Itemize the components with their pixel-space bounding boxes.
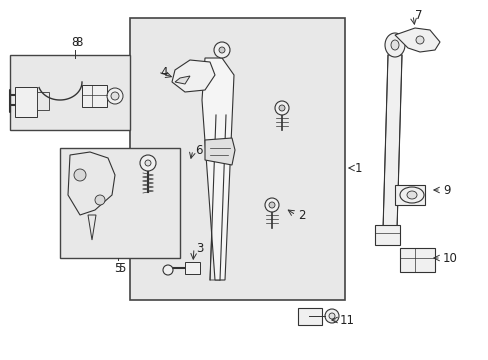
Polygon shape xyxy=(68,152,115,215)
Ellipse shape xyxy=(384,33,404,57)
Text: 6: 6 xyxy=(195,144,202,157)
Ellipse shape xyxy=(274,101,288,115)
Bar xyxy=(130,18,345,300)
Ellipse shape xyxy=(328,313,334,319)
Text: 5: 5 xyxy=(118,261,125,274)
Bar xyxy=(15,87,37,117)
Ellipse shape xyxy=(95,195,105,205)
Ellipse shape xyxy=(406,191,416,199)
Polygon shape xyxy=(394,28,439,52)
Text: 11: 11 xyxy=(339,314,354,327)
Ellipse shape xyxy=(111,92,119,100)
Ellipse shape xyxy=(140,155,156,171)
Polygon shape xyxy=(175,76,190,84)
Ellipse shape xyxy=(390,40,398,50)
Ellipse shape xyxy=(279,105,285,111)
Polygon shape xyxy=(172,60,215,92)
Text: 5: 5 xyxy=(114,261,122,274)
Text: 4: 4 xyxy=(160,66,167,78)
Polygon shape xyxy=(209,115,225,280)
Polygon shape xyxy=(204,138,235,165)
Bar xyxy=(297,308,321,325)
Bar xyxy=(10,55,130,130)
Text: 8: 8 xyxy=(75,36,82,49)
Ellipse shape xyxy=(74,169,86,181)
Polygon shape xyxy=(202,58,234,280)
Text: 9: 9 xyxy=(442,184,449,197)
Polygon shape xyxy=(382,55,401,230)
Ellipse shape xyxy=(219,47,224,53)
Bar xyxy=(184,262,200,274)
Text: 1: 1 xyxy=(354,162,362,175)
Ellipse shape xyxy=(214,42,229,58)
Ellipse shape xyxy=(163,265,173,275)
Ellipse shape xyxy=(399,187,423,203)
Ellipse shape xyxy=(268,202,274,208)
Ellipse shape xyxy=(264,198,279,212)
Polygon shape xyxy=(88,215,96,240)
Bar xyxy=(37,92,49,110)
Text: 8: 8 xyxy=(71,36,79,49)
Ellipse shape xyxy=(107,88,123,104)
Text: 7: 7 xyxy=(414,9,422,22)
Ellipse shape xyxy=(325,309,338,323)
Bar xyxy=(394,185,424,205)
Text: 10: 10 xyxy=(442,252,457,265)
Bar xyxy=(60,148,180,258)
Bar xyxy=(82,85,107,107)
Bar xyxy=(374,225,399,245)
Ellipse shape xyxy=(415,36,423,44)
Ellipse shape xyxy=(145,160,151,166)
Text: 3: 3 xyxy=(196,242,203,255)
Text: 2: 2 xyxy=(297,208,305,221)
Bar xyxy=(399,248,434,272)
